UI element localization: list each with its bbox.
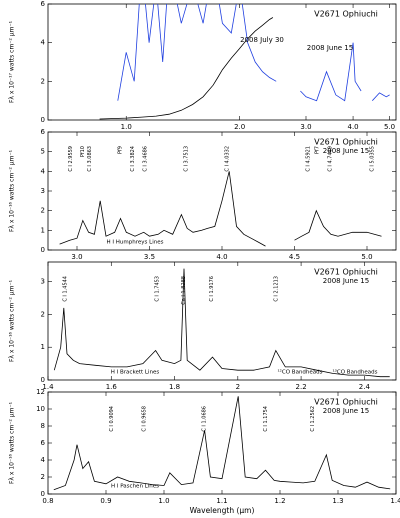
line-id: C I 1.1754 (263, 406, 269, 432)
y-tick-label: 2 (41, 77, 45, 85)
lines-label: H I Paschen Lines (111, 484, 159, 490)
plot-area: C I 2.9559 Pf10 C I 3.0863 Pf9 C I 3.3824 C I… (59, 146, 382, 247)
y-tick-label: 0 (41, 246, 45, 254)
line-id: C I 3.3824 (130, 146, 136, 172)
x-tick-label: 0.9 (100, 497, 111, 505)
line-id: Pf7 (314, 146, 320, 154)
y-tick-label: 1 (41, 343, 45, 351)
panel-title: V2671 Ophiuchi (314, 138, 378, 147)
line-id: C I 1.0686 (201, 406, 207, 432)
y-tick-label: 5 (41, 148, 45, 156)
x-tick-label: 2.0 (234, 123, 245, 131)
line-id: C I 4.5921 (305, 146, 311, 172)
y-tick-label: 2 (41, 310, 45, 318)
line-id: C I 1.4544 (63, 276, 69, 302)
y-tick-label: 0 (41, 490, 45, 498)
plot-area: C I 0.9094 C I 0.9658 C I 1.0686 C I 1.1754… (53, 396, 391, 491)
x-tick-label: 1.3 (332, 497, 343, 505)
series-label: 2008 July 30 (240, 36, 284, 44)
y-tick-label: 4 (41, 456, 46, 464)
plot-area: C I 1.4544 C I 1.7453 Ca I 1.8288 C I 1.917… (53, 268, 390, 378)
line-id: C I 3.7513 (183, 146, 189, 172)
y-tick-label: 12 (36, 388, 45, 396)
y-tick-label: 6 (41, 0, 46, 8)
x-tick-label: 1.1 (216, 497, 227, 505)
bandhead-label: ¹²CO Bandheads (277, 369, 322, 376)
y-tick-label: 6 (41, 128, 46, 136)
spectrum (53, 268, 390, 378)
spectrum (99, 17, 274, 120)
line-id: Pf10 (80, 146, 86, 157)
line-id: C I 2.9559 (68, 146, 74, 172)
line-id: C I 1.9176 (209, 276, 215, 302)
line-id: C I 0.9658 (142, 406, 148, 432)
line-id: Pf9 (118, 146, 124, 154)
panel-subtitle: 2008 June 15 (323, 407, 369, 415)
x-tick-label: 4.0 (216, 253, 227, 261)
x-tick-label: 0.8 (42, 497, 53, 505)
line-id: C I 3.0863 (87, 146, 93, 172)
y-tick-label: 8 (41, 422, 45, 430)
spectrum (53, 396, 391, 491)
x-tick-label: 2.4 (359, 383, 371, 391)
x-tick-label: 2 (236, 383, 240, 391)
line-id: C I 3.4686 (142, 146, 148, 172)
x-tick-label: 3.0 (71, 253, 82, 261)
x-tick-label: 4.0 (347, 123, 358, 131)
line-id: C I 1.2562 (310, 406, 316, 432)
bandhead-label: ¹³CO Bandheads (332, 369, 377, 376)
y-tick-label: 2 (41, 207, 45, 215)
x-tick-label: 5.0 (384, 123, 395, 131)
x-tick-label: 1.0 (121, 123, 132, 131)
y-tick-label: 2 (41, 473, 45, 481)
plot-frame (47, 3, 397, 121)
y-tick-label: 6 (41, 439, 46, 447)
x-tick-label: 1.4 (42, 383, 54, 391)
panel-title: V2671 Ophiuchi (314, 268, 378, 277)
line-id: C I 0.9094 (109, 406, 115, 432)
x-tick-label: 5.0 (361, 253, 372, 261)
line-id: C I 4.7449 (328, 146, 334, 172)
y-axis-label: Fλ x 10⁻¹⁶ watts cm⁻² μm⁻¹ (9, 401, 16, 484)
x-tick-label: 1.4 (390, 497, 400, 505)
y-tick-label: 4 (41, 167, 46, 175)
y-axis-label: Fλ x 10⁻¹⁶ watts cm⁻² μm⁻¹ (9, 279, 16, 362)
y-axis-label: Fλ x 10⁻¹⁶ watts cm⁻² μm⁻¹ (9, 149, 16, 232)
lines-label: H I Humphreys Lines (107, 240, 164, 246)
plot-frame (47, 261, 397, 381)
x-tick-label: 1.8 (169, 383, 180, 391)
line-id: Ca I 1.8288 (181, 276, 187, 305)
x-tick-label: 1.2 (274, 497, 285, 505)
y-tick-label: 1 (41, 226, 45, 234)
spectrum (59, 171, 382, 247)
x-tick-label: 3.5 (144, 253, 155, 261)
y-axis-label: Fλ x 10⁻¹⁷ watts cm⁻² μm⁻¹ (9, 20, 16, 103)
x-tick-label: 1.6 (106, 383, 118, 391)
panel-subtitle: 2008 June 15 (323, 277, 369, 285)
x-tick-label: 3.0 (300, 123, 311, 131)
spectrum (117, 4, 390, 102)
y-tick-label: 4 (41, 39, 46, 47)
y-tick-label: 0 (41, 376, 45, 384)
panel-title: V2671 Ophiuchi (314, 10, 378, 19)
line-id: C I 4.0332 (224, 146, 230, 172)
x-tick-label: 4.5 (289, 253, 300, 261)
x-tick-label: 2.2 (296, 383, 307, 391)
y-tick-label: 10 (36, 405, 45, 413)
x-axis-label: Wavelength (μm) (190, 506, 255, 515)
y-tick-label: 3 (41, 278, 45, 286)
panel-subtitle: 2008 June 15 (323, 147, 369, 155)
line-id: C I 5.0355 (370, 146, 376, 172)
series-label: 2008 June 15 (307, 44, 353, 52)
line-id: C I 1.7453 (155, 276, 161, 302)
line-id: C I 2.1213 (274, 276, 280, 302)
y-tick-label: 3 (41, 187, 45, 195)
x-tick-label: 1.0 (158, 497, 169, 505)
y-tick-label: 0 (41, 116, 45, 124)
lines-label: H I Brackett Lines (111, 370, 160, 376)
panel-title: V2671 Ophiuchi (314, 398, 378, 407)
plot-area (99, 4, 390, 120)
